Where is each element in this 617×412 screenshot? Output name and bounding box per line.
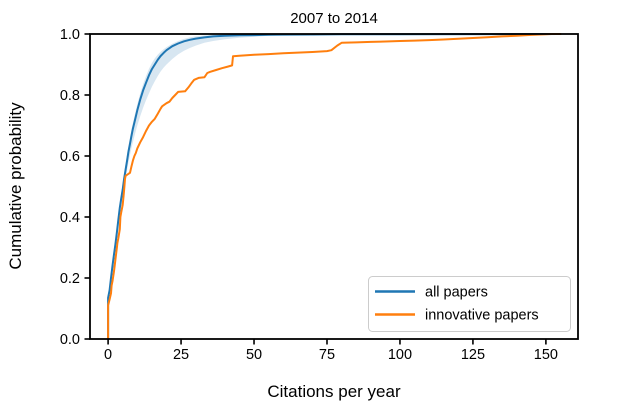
x-tick-label-50: 50 bbox=[246, 347, 262, 363]
series-line-innovative-papers bbox=[107, 33, 562, 340]
x-tick-label-75: 75 bbox=[319, 347, 335, 363]
legend-label-all-papers: all papers bbox=[425, 285, 488, 301]
legend-box bbox=[368, 276, 571, 332]
plot-area: 0 25 50 75 100 125 150 0.0 0.2 0.4 0.6 0.8 1.0 bbox=[60, 27, 579, 363]
axes-spines bbox=[89, 33, 579, 340]
x-tick-label-150: 150 bbox=[534, 347, 558, 363]
x-axis-label: Citations per year bbox=[267, 382, 401, 401]
y-tick-label-0.8: 0.8 bbox=[60, 88, 80, 104]
y-tick-label-0.0: 0.0 bbox=[60, 332, 80, 348]
x-tick-label-125: 125 bbox=[461, 347, 485, 363]
y-tick-label-0.2: 0.2 bbox=[60, 271, 80, 287]
confidence-band-all-papers bbox=[108, 34, 342, 339]
legend: all papers innovative papers bbox=[368, 276, 571, 332]
y-tick-label-0.4: 0.4 bbox=[60, 210, 80, 226]
y-axis-label: Cumulative probability bbox=[6, 102, 25, 270]
legend-label-innovative-papers: innovative papers bbox=[425, 308, 539, 324]
y-tick-label-0.6: 0.6 bbox=[60, 149, 80, 165]
series-line-all-papers bbox=[107, 33, 562, 340]
x-tick-label-0: 0 bbox=[104, 347, 112, 363]
x-tick-label-100: 100 bbox=[388, 347, 412, 363]
x-tick-label-25: 25 bbox=[173, 347, 189, 363]
y-tick-label-1.0: 1.0 bbox=[60, 27, 80, 43]
chart-title: 2007 to 2014 bbox=[290, 10, 378, 27]
